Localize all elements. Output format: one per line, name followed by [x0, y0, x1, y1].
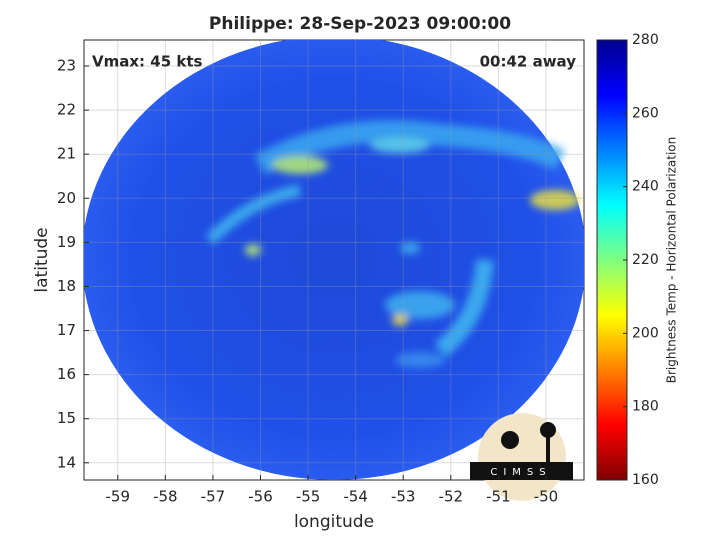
annotation: 00:42 away — [480, 53, 577, 71]
annotation: Vmax: 45 kts — [92, 53, 202, 71]
logo-text: CIMSS — [490, 467, 551, 478]
x-tick-label: -56 — [248, 488, 273, 506]
colorbar-tick-label: 200 — [632, 325, 659, 341]
y-tick-label: 19 — [57, 233, 76, 251]
y-tick-label: 20 — [57, 189, 76, 207]
x-tick-label: -57 — [201, 488, 226, 506]
x-tick-label: -59 — [106, 488, 131, 506]
x-tick-label: -54 — [343, 488, 368, 506]
x-tick-label: -55 — [296, 488, 321, 506]
y-axis-label: latitude — [32, 227, 52, 292]
y-tick-label: 17 — [57, 321, 76, 339]
y-tick-label: 14 — [57, 453, 76, 471]
colorbar-tick-label: 180 — [632, 399, 659, 415]
colorbar-tick-label: 280 — [632, 32, 659, 48]
chart-title: Philippe: 28-Sep-2023 09:00:00 — [209, 14, 511, 34]
y-tick-label: 18 — [57, 277, 76, 295]
colorbar-tick-label: 240 — [632, 179, 659, 195]
colorbar-tick-label: 220 — [632, 252, 659, 268]
y-tick-label: 15 — [57, 409, 76, 427]
colorbar-tick-label: 160 — [632, 472, 659, 488]
y-tick-label: 22 — [57, 101, 76, 119]
satellite-image — [84, 40, 584, 480]
x-tick-label: -51 — [486, 488, 511, 506]
colorbar-label: Brightness Temp - Horizontal Polarizatio… — [665, 137, 679, 384]
x-tick-label: -53 — [391, 488, 416, 506]
y-tick-label: 16 — [57, 365, 76, 383]
x-tick-label: -58 — [153, 488, 178, 506]
colorbar — [596, 39, 628, 481]
cimss-logo: CIMSS — [470, 413, 573, 501]
y-tick-label: 23 — [57, 57, 76, 75]
y-tick-label: 21 — [57, 145, 76, 163]
x-tick-label: -52 — [439, 488, 464, 506]
colorbar-tick-label: 260 — [632, 105, 659, 121]
grid — [84, 40, 584, 480]
x-tick-label: -50 — [534, 488, 559, 506]
x-axis-label: longitude — [294, 512, 374, 532]
